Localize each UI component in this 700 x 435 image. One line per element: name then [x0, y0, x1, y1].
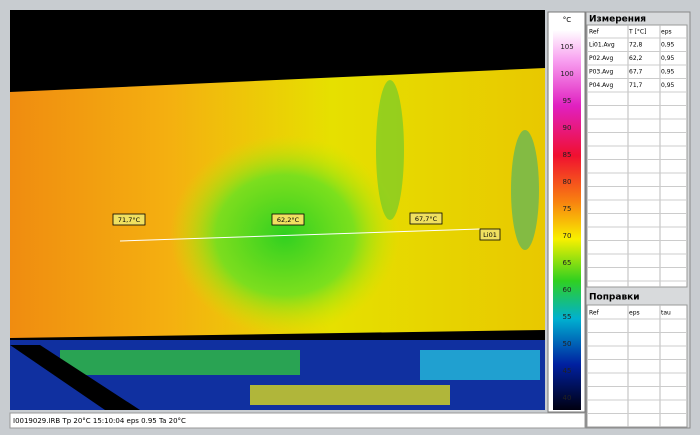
label-box — [479, 228, 501, 241]
label-box — [271, 213, 305, 226]
column-header: Ref — [589, 310, 600, 317]
status-bar — [9, 412, 586, 429]
scale-tick-label: 65 — [563, 259, 572, 267]
scale-tick-label: 85 — [563, 151, 572, 159]
column-header: T [°C] — [628, 29, 646, 36]
lower-patch — [420, 350, 540, 380]
table-cell: 67,7 — [629, 69, 643, 76]
column-header: Ref — [589, 29, 600, 36]
panel-title: Измерения — [589, 15, 646, 25]
scale-tick-label: 55 — [563, 313, 572, 321]
table-cell: 72,8 — [629, 42, 643, 49]
scale-tick-label: 100 — [560, 70, 573, 78]
scale-tick-label: 90 — [563, 124, 572, 132]
scale-tick-label: 75 — [563, 205, 572, 213]
scale-tick-label: 80 — [563, 178, 572, 186]
measurement-table — [586, 24, 688, 288]
beam — [10, 345, 140, 410]
column-header: eps — [629, 310, 640, 317]
scale-tick-label: 70 — [563, 232, 572, 240]
table-cell: P02.Avg — [589, 55, 613, 62]
scale-tick-label: 105 — [560, 43, 573, 51]
table-cell: Li01.Avg — [589, 42, 615, 49]
label-box — [409, 212, 443, 225]
table-cell: 0,95 — [661, 42, 675, 49]
label-box — [112, 213, 146, 226]
lower-patch — [60, 350, 300, 375]
table-cell: P04.Avg — [589, 82, 613, 89]
lower-patch — [250, 385, 450, 405]
table-cell: 0,95 — [661, 55, 675, 62]
table-cell: 0,95 — [661, 82, 675, 89]
streak — [511, 130, 539, 250]
scale-tick-label: 45 — [563, 367, 572, 375]
scale-tick-label: 40 — [563, 394, 572, 402]
scale-tick-label: 95 — [563, 97, 572, 105]
corrections-table — [586, 304, 688, 428]
image-label: 67,7°C — [415, 215, 438, 223]
image-label: Li01 — [483, 231, 497, 239]
measure-line — [119, 228, 481, 242]
table-cell: 71,7 — [629, 82, 643, 89]
scale-tick-label: 60 — [563, 286, 572, 294]
column-header: eps — [661, 29, 672, 36]
image-label: 62,2°C — [277, 216, 300, 224]
streak — [376, 80, 404, 220]
panel-title: Поправки — [589, 293, 640, 303]
status-text: I0019029.IRB Tp 20°C 15:10:04 eps 0.95 T… — [13, 417, 186, 425]
scale-tick-label: 50 — [563, 340, 572, 348]
table-cell: P03.Avg — [589, 69, 613, 76]
color-bar — [553, 30, 581, 410]
image-label: 71,7°C — [118, 216, 141, 224]
table-cell: 62,2 — [629, 55, 643, 62]
scale-unit: °C — [563, 16, 572, 24]
table-cell: 0,95 — [661, 69, 675, 76]
column-header: tau — [661, 310, 671, 317]
